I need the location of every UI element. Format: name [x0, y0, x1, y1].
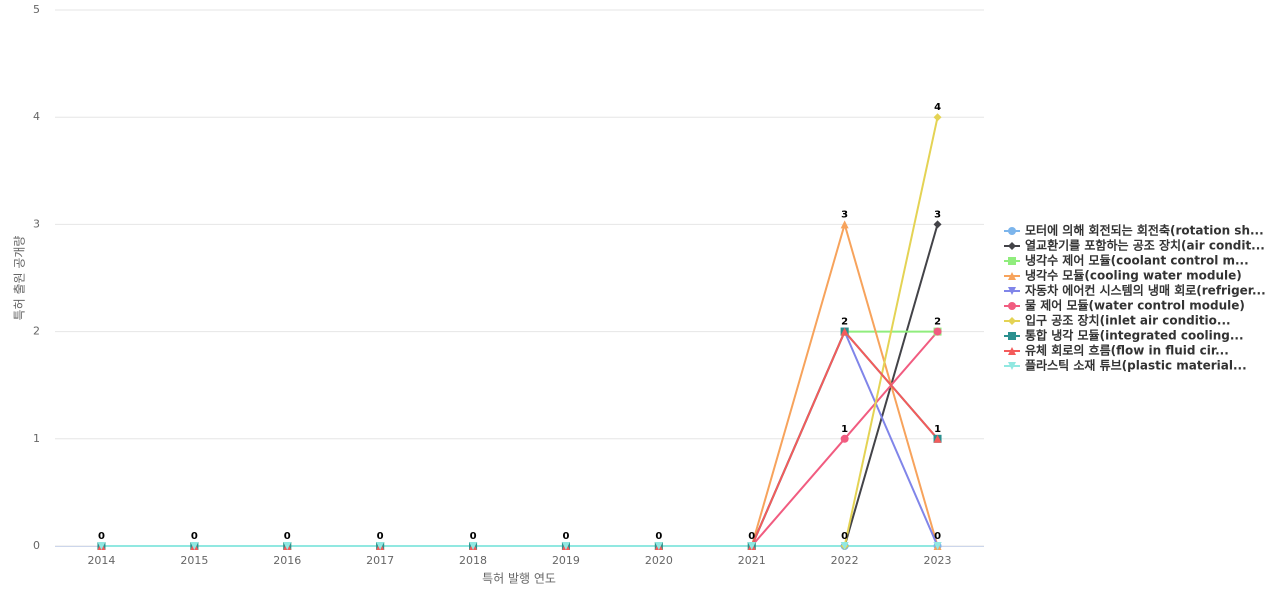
legend-label: 모터에 의해 회전되는 회전축(rotation sh... [1025, 223, 1264, 238]
x-tick-label: 2023 [924, 554, 952, 567]
series-line [101, 220, 939, 547]
legend-symbol [1008, 287, 1016, 295]
y-tick-label: 5 [33, 3, 40, 16]
data-label: 2 [841, 317, 848, 328]
x-tick-label: 2016 [273, 554, 301, 567]
marker [840, 220, 849, 229]
legend-label: 냉각수 제어 모듈(coolant control m... [1025, 253, 1249, 268]
legend-symbol [1008, 242, 1016, 250]
marker [283, 542, 292, 550]
x-tick-label: 2020 [645, 554, 673, 567]
legend-symbol [1008, 362, 1016, 370]
data-label: 3 [934, 209, 941, 220]
marker [561, 542, 570, 550]
legend-label: 유체 회로의 흐름(flow in fluid cir... [1025, 343, 1229, 358]
marker [933, 434, 942, 443]
legend-symbol [1008, 347, 1016, 355]
marker [840, 434, 849, 443]
x-axis-title: 특허 발행 연도 [482, 571, 556, 586]
marker [376, 542, 385, 550]
data-label: 4 [934, 102, 941, 113]
data-label: 1 [934, 424, 941, 435]
y-tick-label: 1 [33, 432, 40, 445]
legend-label: 플라스틱 소재 튜브(plastic material... [1025, 358, 1247, 373]
data-label: 0 [377, 531, 384, 542]
legend-label: 냉각수 모듈(cooling water module) [1025, 268, 1242, 283]
marker [190, 542, 199, 550]
x-tick-label: 2019 [552, 554, 580, 567]
x-tick-label: 2021 [738, 554, 766, 567]
legend-symbol [1008, 257, 1016, 265]
marker [933, 327, 942, 336]
x-tick-label: 2014 [87, 554, 115, 567]
data-label: 0 [284, 531, 291, 542]
marker [469, 542, 478, 550]
legend-label: 물 제어 모듈(water control module) [1025, 298, 1245, 313]
data-label: 0 [191, 531, 198, 542]
marker [933, 113, 942, 122]
series-line [101, 224, 939, 547]
marker [840, 542, 849, 550]
x-tick-label: 2015 [180, 554, 208, 567]
legend-label: 열교환기를 포함하는 공조 장치(air condit... [1025, 238, 1265, 253]
y-axis-title: 특허 출원 공개량 [13, 236, 27, 321]
data-label: 0 [748, 531, 755, 542]
x-tick-label: 2018 [459, 554, 487, 567]
legend-symbol [1008, 317, 1016, 325]
legend-symbol [1008, 227, 1016, 235]
data-label: 0 [470, 531, 477, 542]
legend-label: 입구 공조 장치(inlet air conditio... [1025, 313, 1231, 328]
y-tick-label: 0 [33, 539, 40, 552]
y-tick-label: 3 [33, 217, 40, 230]
data-label: 1 [841, 424, 848, 435]
y-tick-label: 4 [33, 110, 40, 123]
legend-label: 자동차 에어컨 시스템의 냉매 회로(refriger... [1025, 283, 1266, 298]
x-tick-label: 2022 [831, 554, 859, 567]
marker [933, 542, 942, 550]
x-tick-label: 2017 [366, 554, 394, 567]
marker [654, 542, 663, 550]
legend-label: 통합 냉각 모듈(integrated cooling... [1025, 328, 1244, 343]
legend-symbol [1008, 332, 1016, 340]
marker [97, 542, 106, 550]
data-label: 2 [934, 317, 941, 328]
data-label: 0 [655, 531, 662, 542]
data-label: 0 [934, 531, 941, 542]
data-label: 0 [841, 531, 848, 542]
data-label: 0 [562, 531, 569, 542]
y-tick-label: 2 [33, 325, 40, 338]
marker [747, 542, 756, 550]
data-label: 3 [841, 209, 848, 220]
marker [933, 220, 942, 229]
legend-symbol [1008, 302, 1016, 310]
marker [840, 327, 849, 336]
legend-symbol [1008, 272, 1016, 280]
data-label: 0 [98, 531, 105, 542]
